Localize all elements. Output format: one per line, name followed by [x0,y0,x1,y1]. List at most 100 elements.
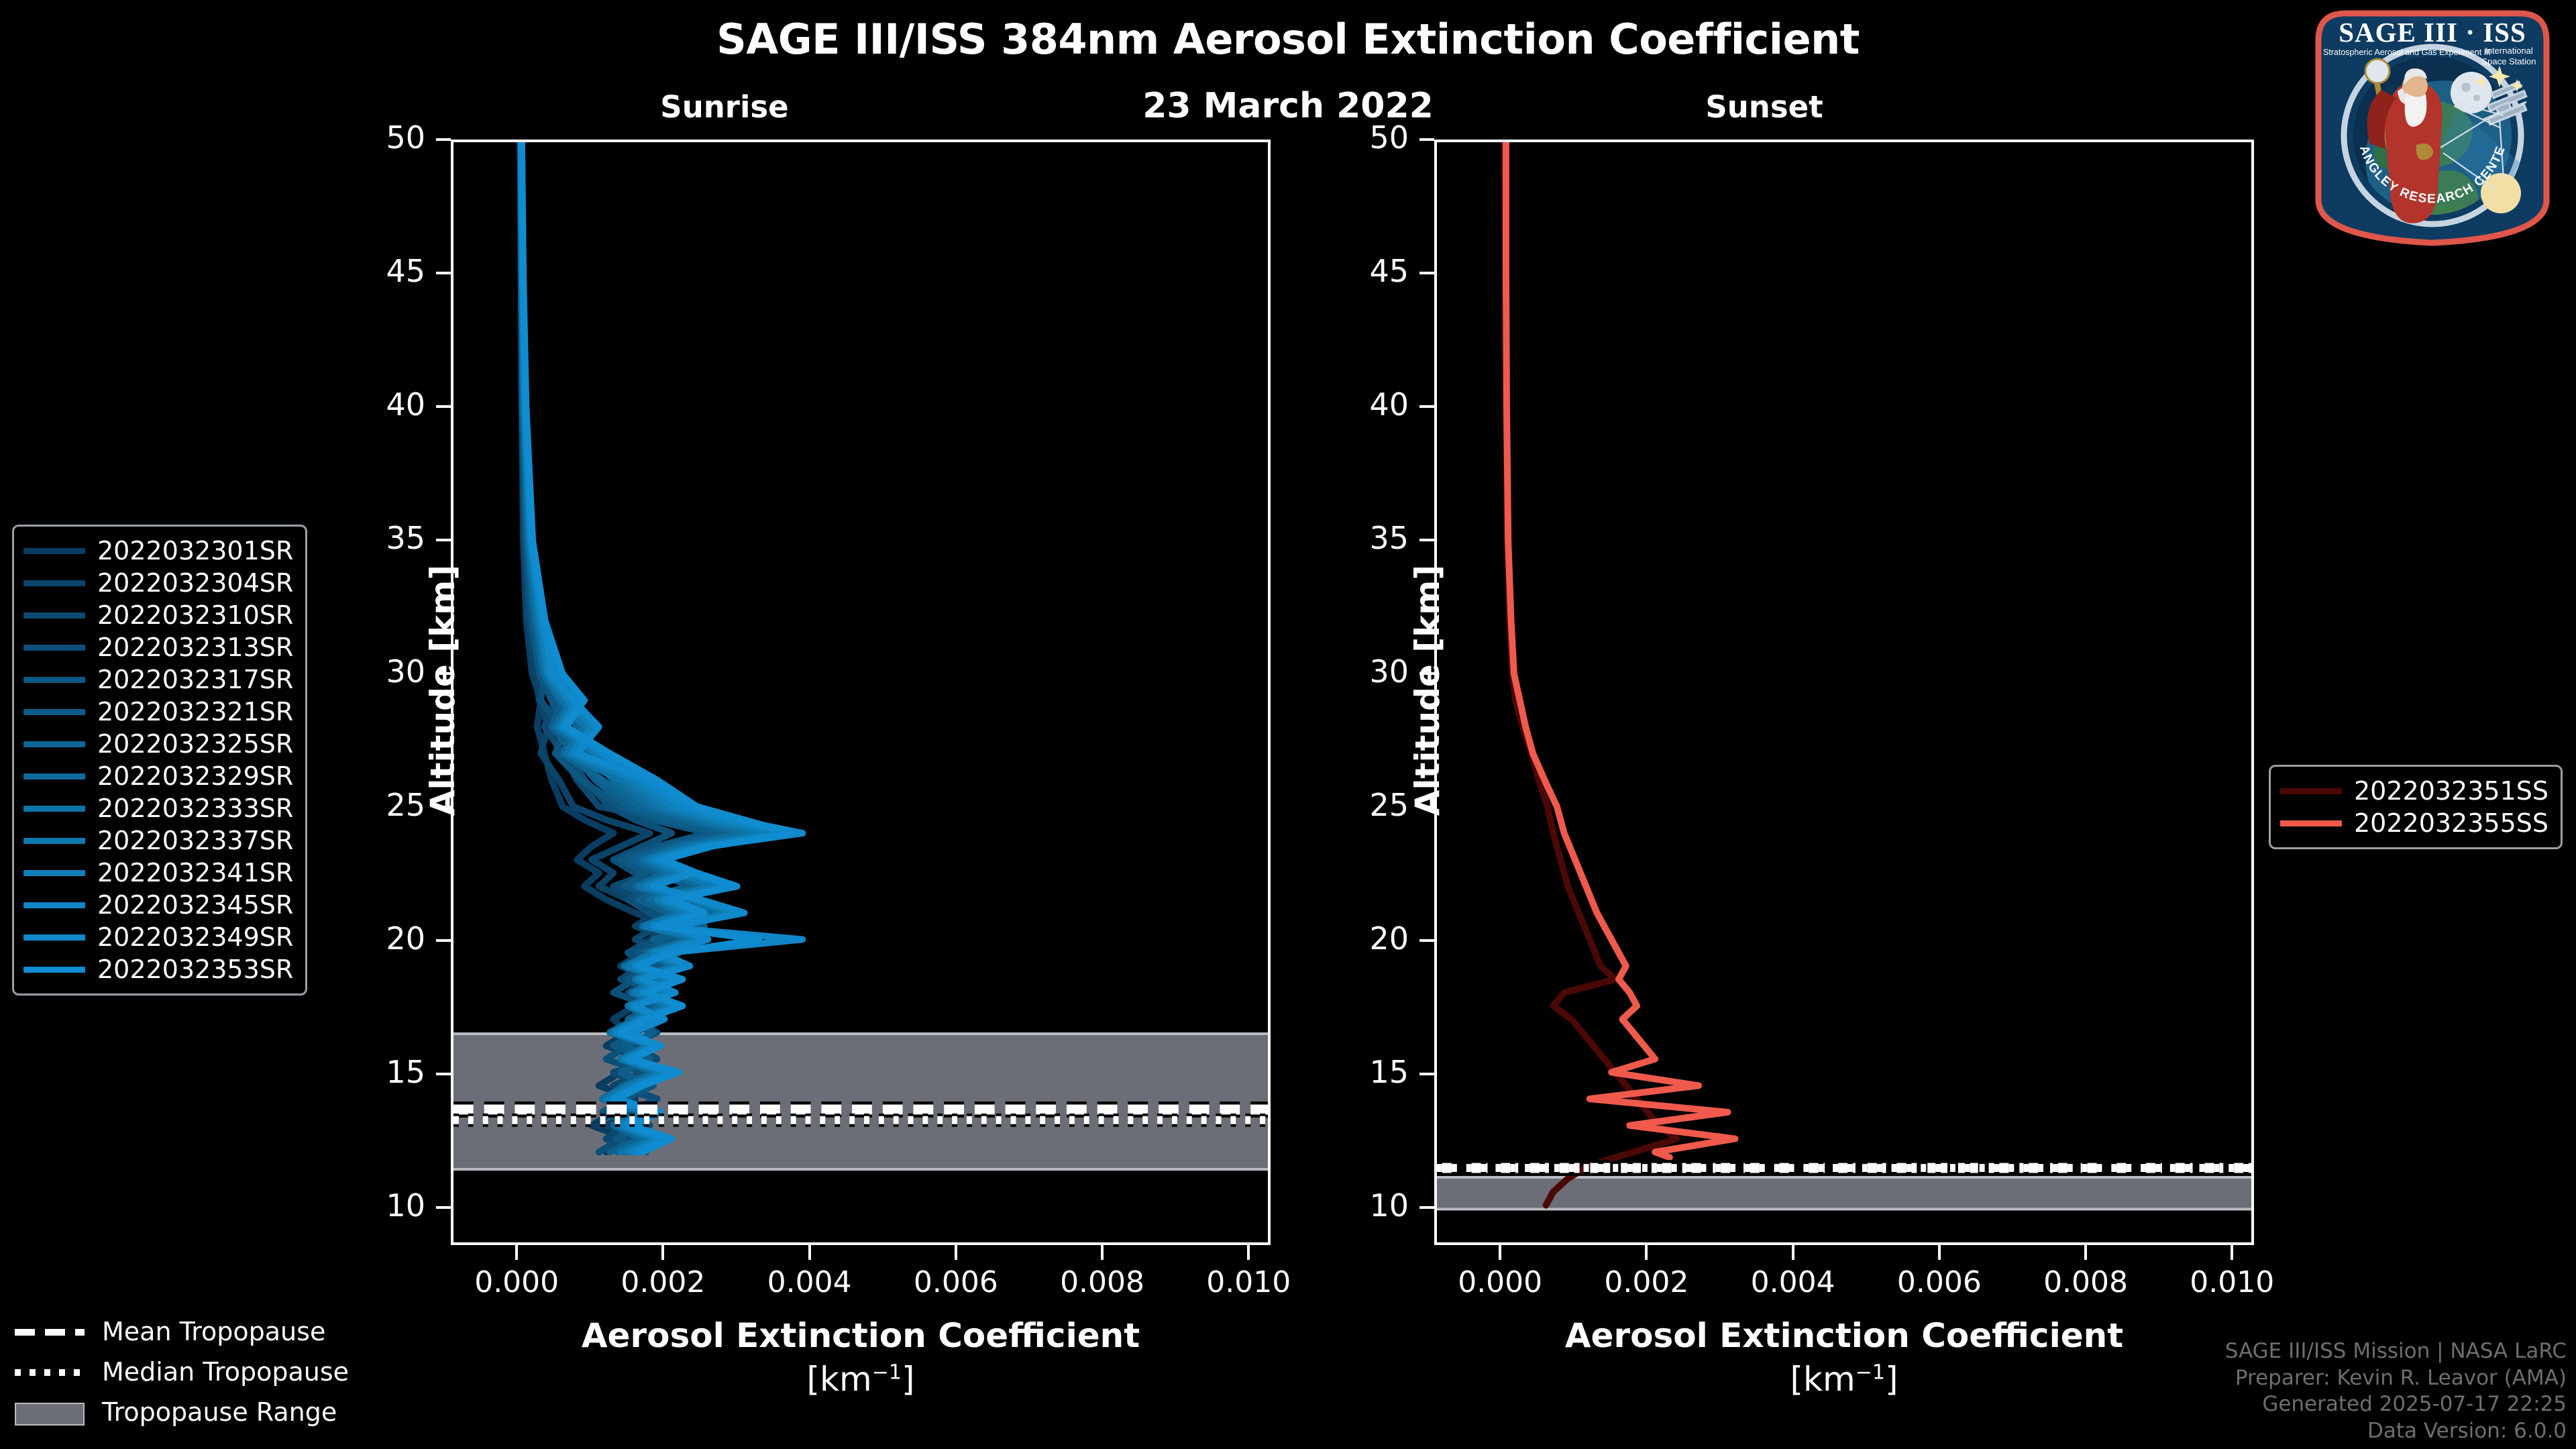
y-axis-tick-label: 45 [386,253,425,290]
sunrise-legend-item[interactable]: 2022032313SR [23,631,293,663]
sunrise-legend-item[interactable]: 2022032321SR [23,696,293,728]
legend-color-swatch-icon [23,837,85,844]
legend-color-swatch-icon [23,741,85,747]
sunrise-x-axis-title: Aerosol Extinction Coefficient [581,1316,1140,1355]
legend-color-swatch-icon [23,612,85,619]
tropopause-range-label: Tropopause Range [102,1397,337,1427]
patch-subtitle-right-2: Space Station [2482,56,2536,66]
y-axis-tick-mark [1419,1206,1434,1210]
sunrise-legend-item[interactable]: 2022032341SR [23,857,293,889]
legend-item-label: 2022032353SR [97,955,294,984]
legend-item-label: 2022032310SR [97,600,294,630]
legend-item-label: 2022032301SR [97,536,294,566]
x-axis-tick-label: 0.002 [1604,1265,1689,1299]
legend-item-label: 2022032337SR [97,826,294,855]
y-axis-tick-mark [436,672,451,676]
legend-item-label: 2022032317SR [97,665,294,694]
sunrise-legend-item[interactable]: 2022032349SR [23,921,293,953]
y-axis-tick-label: 30 [1369,653,1409,690]
y-axis-tick-label: 45 [1369,253,1409,290]
legend-color-swatch-icon [23,773,85,780]
sunrise-legend-item[interactable]: 2022032304SR [23,567,293,599]
tropopause-range-band [1437,1175,2251,1211]
sunset-y-axis-title: Altitude [km] [1408,564,1447,816]
x-axis-tick-mark [1101,1245,1104,1260]
y-axis-tick-mark [436,272,451,275]
sunrise-x-axis-units: [km−1] [806,1360,915,1399]
patch-title: SAGE III · ISS [2339,17,2526,48]
profile-line [518,142,795,1156]
sunrise-legend-item[interactable]: 2022032310SR [23,599,293,631]
sunrise-legend[interactable]: 2022032301SR 2022032304SR 2022032310SR 2022… [12,525,308,996]
sunrise-legend-item[interactable]: 2022032345SR [23,889,293,921]
x-axis-tick-label: 0.004 [1750,1265,1835,1299]
sunrise-legend-item[interactable]: 2022032301SR [23,535,293,567]
patch-sight-lines [2440,101,2505,191]
sunset-plot-panel [1434,140,2254,1245]
y-axis-tick-label: 15 [386,1054,425,1091]
x-axis-tick-label: 0.002 [621,1265,706,1299]
legend-item-label: 2022032349SR [97,922,294,952]
mean-tropopause-label: Mean Tropopause [102,1317,326,1346]
sunrise-legend-item[interactable]: 2022032353SR [23,953,293,985]
sunrise-legend-item[interactable]: 2022032337SR [23,824,293,857]
legend-color-swatch-icon [23,580,85,586]
gray-band-swatch-icon [13,1403,87,1426]
y-axis-tick-mark [1419,806,1434,809]
sunset-legend-item[interactable]: 2022032351SS [2280,775,2548,807]
sunrise-plot-panel [451,140,1271,1245]
x-axis-tick-mark [1791,1245,1794,1260]
sunrise-legend-item[interactable]: 2022032329SR [23,760,293,792]
credits-block: SAGE III/ISS Mission | NASA LaRC Prepare… [2225,1338,2567,1445]
patch-figure [2364,58,2443,223]
sunset-legend-item[interactable]: 2022032355SS [2280,807,2548,839]
sunrise-plot-canvas [453,142,1268,1171]
sunrise-legend-item[interactable]: 2022032333SR [23,792,293,824]
sunrise-legend-item[interactable]: 2022032325SR [23,728,293,760]
legend-item-label: 2022032341SR [97,858,294,888]
x-axis-tick-label: 0.010 [2190,1265,2275,1299]
x-axis-tick-label: 0.006 [913,1265,998,1299]
sunset-panel-title: Sunset [1705,89,1823,125]
profile-line [1503,142,1739,1161]
legend-item-label: 2022032333SR [97,794,294,823]
y-axis-tick-label: 40 [1369,386,1409,423]
y-axis-tick-mark [436,1206,451,1210]
legend-color-swatch-icon [23,708,85,715]
x-axis-tick-label: 0.008 [2043,1265,2129,1299]
sunrise-legend-item[interactable]: 2022032317SR [23,663,293,696]
x-axis-tick-label: 0.000 [474,1265,559,1299]
y-axis-tick-mark [436,806,451,809]
y-axis-tick-label: 50 [386,119,425,156]
x-axis-tick-mark [808,1245,811,1260]
y-axis-tick-label: 20 [1369,920,1409,957]
credits-line-generated: Generated 2025-07-17 22:25 [2262,1392,2567,1417]
y-axis-tick-label: 10 [1369,1187,1409,1224]
y-axis-tick-label: 15 [1369,1054,1409,1091]
legend-item-label: 2022032329SR [97,761,294,791]
y-axis-tick-label: 40 [386,386,425,423]
legend-color-swatch-icon [23,902,85,908]
page-title: SAGE III/ISS 384nm Aerosol Extinction Co… [716,15,1860,64]
x-axis-tick-mark [1937,1245,1941,1260]
sage-iii-iss-mission-patch-logo: BALL · NASA LANGLEY RESEARCH CENTER · TA… [2298,4,2550,246]
y-axis-tick-label: 35 [386,520,425,557]
y-axis-tick-mark [1419,272,1434,275]
x-axis-tick-mark [661,1245,665,1260]
legend-color-swatch-icon [23,644,85,651]
y-axis-tick-label: 25 [1369,787,1409,824]
x-axis-tick-mark [1247,1245,1250,1260]
x-axis-tick-mark [1499,1245,1502,1260]
x-axis-tick-mark [954,1245,957,1260]
legend-item-median-tropopause: Median Tropopause [13,1352,349,1392]
y-axis-tick-mark [436,138,451,141]
patch-inner-ring [2341,44,2524,227]
credits-line-mission: SAGE III/ISS Mission | NASA LaRC [2224,1339,2567,1363]
legend-item-label: 2022032325SR [97,729,294,759]
legend-item-label: 2022032304SR [97,568,294,598]
legend-color-swatch-icon [23,966,85,973]
legend-color-swatch-icon [23,676,85,683]
sunset-plot-canvas [1437,142,2251,1211]
sunset-legend[interactable]: 2022032351SS 2022032355SS [2269,765,2563,849]
sunset-x-axis-units: [km−1] [1790,1360,1898,1399]
